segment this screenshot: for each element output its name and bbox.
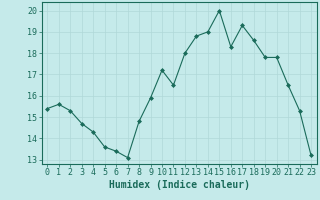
X-axis label: Humidex (Indice chaleur): Humidex (Indice chaleur) [109, 180, 250, 190]
